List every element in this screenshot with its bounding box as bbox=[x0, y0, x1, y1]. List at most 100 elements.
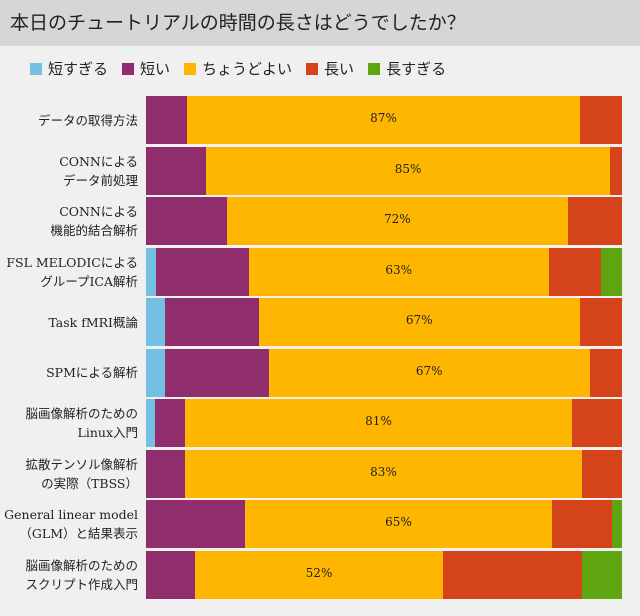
legend-item: 長い bbox=[306, 58, 354, 79]
bar-segment-1 bbox=[146, 449, 186, 498]
stacked-bar: 67% bbox=[146, 348, 622, 397]
bar-row: データの取得方法 87% bbox=[0, 96, 640, 144]
bar-segment-2: 65% bbox=[245, 500, 553, 548]
legend-label: 短い bbox=[140, 60, 171, 78]
bar-segment-2: 85% bbox=[205, 146, 611, 195]
bar-segment-1 bbox=[146, 500, 245, 548]
legend-label: 短すぎる bbox=[48, 60, 109, 78]
bar-segment-3 bbox=[580, 96, 622, 144]
stacked-bar: 72% bbox=[146, 197, 622, 245]
bar-segment-2: 52% bbox=[195, 550, 443, 599]
category-label-line: データの取得方法 bbox=[37, 112, 138, 128]
bar-segment-3 bbox=[610, 146, 622, 195]
data-label: 85% bbox=[394, 161, 422, 176]
data-label: 67% bbox=[405, 313, 433, 327]
bar-row: 脳画像解析のための Linux入門 81% bbox=[0, 399, 640, 447]
category-label-line: General linear model bbox=[4, 507, 138, 522]
data-label: 87% bbox=[370, 111, 397, 125]
bar-row: 脳画像解析のための スクリプト作成入門 52% bbox=[0, 550, 640, 599]
bar-segment-0 bbox=[146, 399, 156, 447]
category-label: CONNによる データ前処理 bbox=[0, 147, 138, 195]
category-label-line: CONNによる bbox=[59, 204, 138, 219]
legend-item: 短すぎる bbox=[30, 58, 108, 79]
stacked-bar: 87% bbox=[146, 96, 622, 144]
chart-title: 本日のチュートリアルの時間の長さはどうでしたか？ bbox=[0, 0, 640, 46]
bar-segment-3 bbox=[567, 197, 622, 245]
category-label: 脳画像解析のための スクリプト作成入門 bbox=[0, 551, 138, 599]
category-label: 脳画像解析のための Linux入門 bbox=[0, 399, 138, 447]
bar-row: SPMによる解析 67% bbox=[0, 348, 640, 397]
bar-segment-3 bbox=[579, 298, 622, 346]
data-label: 63% bbox=[385, 262, 413, 277]
bar-segment-2: 63% bbox=[248, 247, 549, 296]
data-label: 81% bbox=[365, 414, 392, 428]
stacked-bar: 83% bbox=[146, 449, 622, 498]
bar-segment-0 bbox=[146, 247, 156, 296]
legend: 短すぎる 短い ちょうどよい 長い 長すぎる bbox=[30, 58, 446, 79]
legend-label: 長い bbox=[324, 60, 355, 78]
bar-segment-2: 72% bbox=[226, 197, 568, 245]
bar-segment-3 bbox=[589, 348, 622, 397]
category-label: データの取得方法 bbox=[0, 96, 138, 144]
category-label: CONNによる機能的結合解析 bbox=[0, 197, 138, 245]
stacked-bar: 52% bbox=[146, 550, 622, 599]
bar-segment-3 bbox=[552, 500, 612, 548]
bar-row: CONNによる データ前処理 85% bbox=[0, 146, 640, 195]
stacked-bar: 85% bbox=[146, 146, 622, 195]
bar-segment-1 bbox=[146, 197, 227, 245]
category-label-line: データ前処理 bbox=[62, 172, 138, 188]
bar-segment-2: 83% bbox=[185, 449, 582, 498]
bar-segment-3 bbox=[582, 449, 622, 498]
category-label-line: 機能的結合解析 bbox=[50, 223, 138, 238]
category-label: Task fMRI概論 bbox=[0, 298, 138, 346]
category-label: General linear model （GLM）と結果表示 bbox=[0, 500, 138, 548]
data-label: 65% bbox=[385, 515, 412, 529]
category-label-line: グループICA解析 bbox=[40, 273, 138, 289]
bar-segment-4 bbox=[611, 500, 622, 548]
bar-row: 拡散テンソル像解析の実際（TBSS） 83% bbox=[0, 449, 640, 498]
bar-row: FSL MELODICによるグループICA解析 63% bbox=[0, 247, 640, 296]
legend-item: 短い bbox=[122, 58, 170, 79]
bar-segment-4 bbox=[601, 247, 622, 296]
stacked-bar: 81% bbox=[146, 399, 622, 447]
bar-segment-1 bbox=[165, 348, 269, 397]
category-label-line: の実際（TBSS） bbox=[41, 475, 138, 491]
category-label-line: SPMによる解析 bbox=[46, 365, 138, 380]
data-label: 67% bbox=[415, 363, 443, 378]
bar-segment-2: 67% bbox=[258, 298, 580, 346]
category-label-line: FSL MELODICによる bbox=[6, 254, 138, 270]
bar-segment-2: 67% bbox=[268, 348, 590, 397]
category-label: SPMによる解析 bbox=[0, 349, 138, 397]
bar-segment-3 bbox=[548, 247, 602, 296]
legend-swatch bbox=[184, 62, 197, 75]
category-label-line: （GLM）と結果表示 bbox=[19, 526, 138, 541]
category-label-line: 脳画像解析のための bbox=[25, 557, 138, 573]
bar-segment-3 bbox=[572, 399, 622, 447]
legend-swatch bbox=[122, 62, 135, 75]
bar-row: General linear model （GLM）と結果表示 65% bbox=[0, 500, 640, 548]
legend-swatch bbox=[306, 62, 319, 75]
legend-swatch bbox=[368, 62, 381, 75]
category-label-line: 拡散テンソル像解析 bbox=[25, 456, 138, 472]
category-label-line: Task fMRI概論 bbox=[48, 314, 138, 330]
bar-segment-2: 87% bbox=[186, 96, 581, 144]
category-label-line: スクリプト作成入門 bbox=[25, 576, 138, 592]
data-label: 52% bbox=[305, 565, 333, 580]
bar-segment-0 bbox=[146, 298, 166, 346]
stacked-bar: 63% bbox=[146, 247, 622, 296]
legend-label: 長すぎる bbox=[386, 60, 447, 78]
bar-segment-1 bbox=[165, 298, 259, 346]
bar-row: Task fMRI概論 67% bbox=[0, 298, 640, 346]
stacked-bar: 67% bbox=[146, 298, 622, 346]
data-label: 72% bbox=[383, 212, 411, 226]
legend-item: 長すぎる bbox=[368, 58, 446, 79]
category-label-line: 脳画像解析のための bbox=[25, 406, 138, 421]
bar-segment-1 bbox=[146, 550, 196, 599]
legend-item: ちょうどよい bbox=[184, 58, 292, 79]
category-label-line: CONNによる bbox=[59, 153, 138, 169]
category-label: 拡散テンソル像解析の実際（TBSS） bbox=[0, 450, 138, 498]
data-label: 83% bbox=[370, 464, 397, 479]
bar-segment-2: 81% bbox=[185, 399, 572, 447]
bar-segment-1 bbox=[146, 146, 206, 195]
